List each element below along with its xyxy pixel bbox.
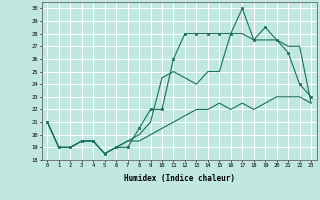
X-axis label: Humidex (Indice chaleur): Humidex (Indice chaleur) [124,174,235,183]
